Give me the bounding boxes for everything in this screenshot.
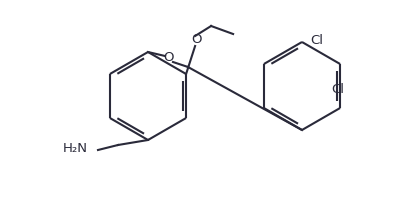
Text: H₂N: H₂N [63,143,88,156]
Text: O: O [191,33,201,46]
Text: O: O [163,51,173,64]
Text: Cl: Cl [332,83,345,96]
Text: Cl: Cl [310,34,323,46]
